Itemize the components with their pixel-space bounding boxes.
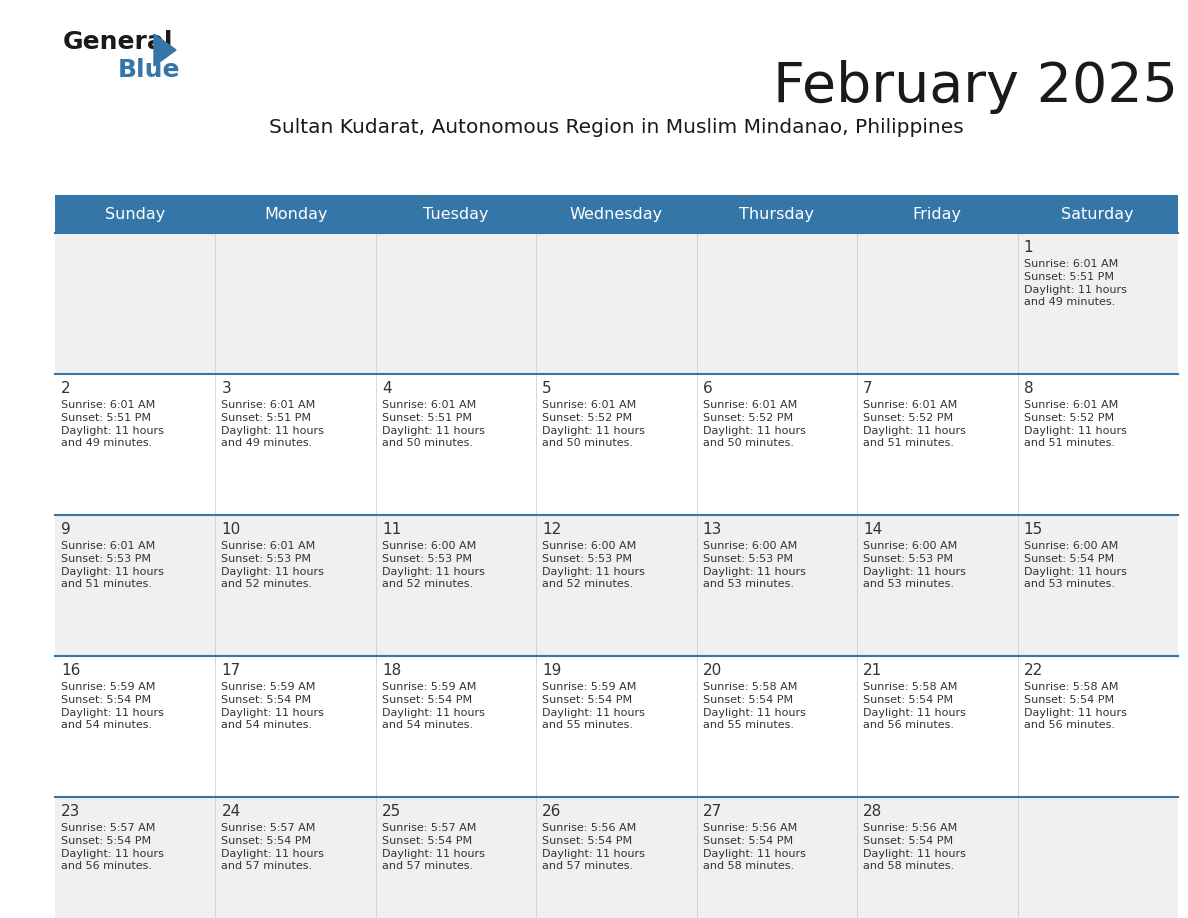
Text: Sunrise: 5:59 AM
Sunset: 5:54 PM
Daylight: 11 hours
and 54 minutes.: Sunrise: 5:59 AM Sunset: 5:54 PM Dayligh… [381, 682, 485, 731]
Text: 19: 19 [542, 663, 562, 678]
Text: Sunrise: 5:56 AM
Sunset: 5:54 PM
Daylight: 11 hours
and 57 minutes.: Sunrise: 5:56 AM Sunset: 5:54 PM Dayligh… [542, 823, 645, 871]
Text: Sunrise: 6:01 AM
Sunset: 5:51 PM
Daylight: 11 hours
and 49 minutes.: Sunrise: 6:01 AM Sunset: 5:51 PM Dayligh… [1024, 259, 1126, 308]
Text: 18: 18 [381, 663, 402, 678]
Text: 13: 13 [703, 522, 722, 537]
Text: February 2025: February 2025 [773, 60, 1178, 114]
Text: Sunday: Sunday [105, 207, 165, 221]
Text: 8: 8 [1024, 381, 1034, 396]
Text: 7: 7 [864, 381, 873, 396]
Text: General: General [63, 30, 173, 54]
Text: Sunrise: 5:59 AM
Sunset: 5:54 PM
Daylight: 11 hours
and 55 minutes.: Sunrise: 5:59 AM Sunset: 5:54 PM Dayligh… [542, 682, 645, 731]
Text: Sunrise: 5:56 AM
Sunset: 5:54 PM
Daylight: 11 hours
and 58 minutes.: Sunrise: 5:56 AM Sunset: 5:54 PM Dayligh… [864, 823, 966, 871]
Text: Sunrise: 5:58 AM
Sunset: 5:54 PM
Daylight: 11 hours
and 56 minutes.: Sunrise: 5:58 AM Sunset: 5:54 PM Dayligh… [864, 682, 966, 731]
Bar [1018, 195, 1178, 233]
Polygon shape [154, 34, 176, 66]
Text: 9: 9 [61, 522, 71, 537]
Bar [55, 195, 215, 233]
Text: Sunrise: 5:57 AM
Sunset: 5:54 PM
Daylight: 11 hours
and 56 minutes.: Sunrise: 5:57 AM Sunset: 5:54 PM Dayligh… [61, 823, 164, 871]
Text: 24: 24 [221, 804, 241, 819]
Bar [858, 195, 1018, 233]
Text: 27: 27 [703, 804, 722, 819]
Text: Sunrise: 5:58 AM
Sunset: 5:54 PM
Daylight: 11 hours
and 56 minutes.: Sunrise: 5:58 AM Sunset: 5:54 PM Dayligh… [1024, 682, 1126, 731]
Text: Sunrise: 6:00 AM
Sunset: 5:53 PM
Daylight: 11 hours
and 53 minutes.: Sunrise: 6:00 AM Sunset: 5:53 PM Dayligh… [703, 541, 805, 589]
Bar [55, 233, 1178, 374]
Text: Sunrise: 5:58 AM
Sunset: 5:54 PM
Daylight: 11 hours
and 55 minutes.: Sunrise: 5:58 AM Sunset: 5:54 PM Dayligh… [703, 682, 805, 731]
Text: 22: 22 [1024, 663, 1043, 678]
Text: 5: 5 [542, 381, 552, 396]
Text: 4: 4 [381, 381, 392, 396]
Text: Sunrise: 6:01 AM
Sunset: 5:52 PM
Daylight: 11 hours
and 50 minutes.: Sunrise: 6:01 AM Sunset: 5:52 PM Dayligh… [703, 400, 805, 448]
Bar [55, 515, 1178, 656]
Text: 17: 17 [221, 663, 241, 678]
Text: 1: 1 [1024, 240, 1034, 255]
Text: Sunrise: 6:01 AM
Sunset: 5:51 PM
Daylight: 11 hours
and 49 minutes.: Sunrise: 6:01 AM Sunset: 5:51 PM Dayligh… [61, 400, 164, 448]
Text: 20: 20 [703, 663, 722, 678]
Text: 26: 26 [542, 804, 562, 819]
Text: Sunrise: 6:00 AM
Sunset: 5:53 PM
Daylight: 11 hours
and 52 minutes.: Sunrise: 6:00 AM Sunset: 5:53 PM Dayligh… [542, 541, 645, 589]
Text: 14: 14 [864, 522, 883, 537]
Text: 12: 12 [542, 522, 562, 537]
Text: Sunrise: 5:57 AM
Sunset: 5:54 PM
Daylight: 11 hours
and 57 minutes.: Sunrise: 5:57 AM Sunset: 5:54 PM Dayligh… [381, 823, 485, 871]
Bar [536, 195, 696, 233]
Text: Sunrise: 5:56 AM
Sunset: 5:54 PM
Daylight: 11 hours
and 58 minutes.: Sunrise: 5:56 AM Sunset: 5:54 PM Dayligh… [703, 823, 805, 871]
Text: 15: 15 [1024, 522, 1043, 537]
Text: 21: 21 [864, 663, 883, 678]
Bar [696, 195, 858, 233]
Text: Sunrise: 5:57 AM
Sunset: 5:54 PM
Daylight: 11 hours
and 57 minutes.: Sunrise: 5:57 AM Sunset: 5:54 PM Dayligh… [221, 823, 324, 871]
Text: Sunrise: 6:01 AM
Sunset: 5:52 PM
Daylight: 11 hours
and 51 minutes.: Sunrise: 6:01 AM Sunset: 5:52 PM Dayligh… [864, 400, 966, 448]
Bar [55, 797, 1178, 918]
Text: Sunrise: 6:01 AM
Sunset: 5:51 PM
Daylight: 11 hours
and 50 minutes.: Sunrise: 6:01 AM Sunset: 5:51 PM Dayligh… [381, 400, 485, 448]
Text: Sunrise: 5:59 AM
Sunset: 5:54 PM
Daylight: 11 hours
and 54 minutes.: Sunrise: 5:59 AM Sunset: 5:54 PM Dayligh… [221, 682, 324, 731]
Text: 25: 25 [381, 804, 402, 819]
Text: Sunrise: 6:00 AM
Sunset: 5:54 PM
Daylight: 11 hours
and 53 minutes.: Sunrise: 6:00 AM Sunset: 5:54 PM Dayligh… [1024, 541, 1126, 589]
Text: Sunrise: 6:00 AM
Sunset: 5:53 PM
Daylight: 11 hours
and 52 minutes.: Sunrise: 6:00 AM Sunset: 5:53 PM Dayligh… [381, 541, 485, 589]
Text: 16: 16 [61, 663, 81, 678]
Bar [55, 374, 1178, 515]
Bar [55, 656, 1178, 797]
Text: 23: 23 [61, 804, 81, 819]
Text: Thursday: Thursday [739, 207, 815, 221]
Text: Monday: Monday [264, 207, 328, 221]
Text: Tuesday: Tuesday [423, 207, 488, 221]
Text: 28: 28 [864, 804, 883, 819]
Bar [375, 195, 536, 233]
Text: 11: 11 [381, 522, 402, 537]
Text: 3: 3 [221, 381, 232, 396]
Text: Sultan Kudarat, Autonomous Region in Muslim Mindanao, Philippines: Sultan Kudarat, Autonomous Region in Mus… [270, 118, 963, 137]
Text: Saturday: Saturday [1061, 207, 1135, 221]
Text: Sunrise: 6:01 AM
Sunset: 5:53 PM
Daylight: 11 hours
and 52 minutes.: Sunrise: 6:01 AM Sunset: 5:53 PM Dayligh… [221, 541, 324, 589]
Text: Sunrise: 6:00 AM
Sunset: 5:53 PM
Daylight: 11 hours
and 53 minutes.: Sunrise: 6:00 AM Sunset: 5:53 PM Dayligh… [864, 541, 966, 589]
Text: 2: 2 [61, 381, 70, 396]
Text: Blue: Blue [118, 58, 181, 82]
Text: Wednesday: Wednesday [570, 207, 663, 221]
Text: 10: 10 [221, 522, 241, 537]
Text: Sunrise: 6:01 AM
Sunset: 5:52 PM
Daylight: 11 hours
and 51 minutes.: Sunrise: 6:01 AM Sunset: 5:52 PM Dayligh… [1024, 400, 1126, 448]
Text: 6: 6 [703, 381, 713, 396]
Text: Friday: Friday [912, 207, 962, 221]
Text: Sunrise: 6:01 AM
Sunset: 5:51 PM
Daylight: 11 hours
and 49 minutes.: Sunrise: 6:01 AM Sunset: 5:51 PM Dayligh… [221, 400, 324, 448]
Text: Sunrise: 6:01 AM
Sunset: 5:53 PM
Daylight: 11 hours
and 51 minutes.: Sunrise: 6:01 AM Sunset: 5:53 PM Dayligh… [61, 541, 164, 589]
Text: Sunrise: 6:01 AM
Sunset: 5:52 PM
Daylight: 11 hours
and 50 minutes.: Sunrise: 6:01 AM Sunset: 5:52 PM Dayligh… [542, 400, 645, 448]
Text: Sunrise: 5:59 AM
Sunset: 5:54 PM
Daylight: 11 hours
and 54 minutes.: Sunrise: 5:59 AM Sunset: 5:54 PM Dayligh… [61, 682, 164, 731]
Bar [215, 195, 375, 233]
